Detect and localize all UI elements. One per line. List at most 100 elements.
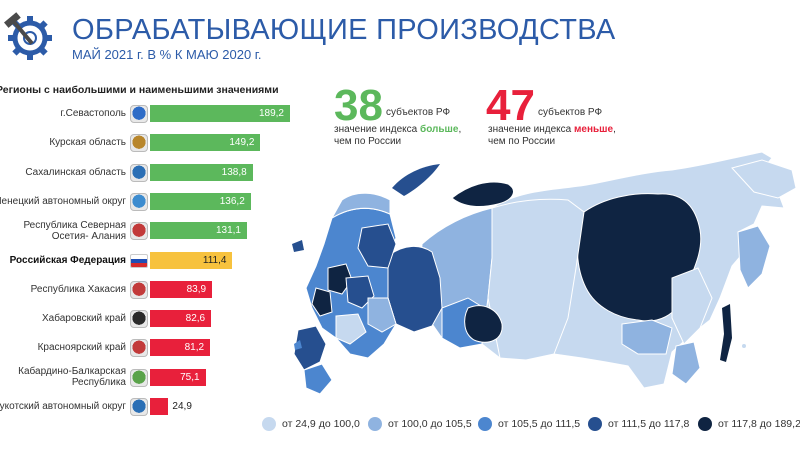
bar-label-line: г.Севастополь xyxy=(60,108,126,119)
map-region-komi xyxy=(357,223,397,269)
bar-value-label: 75,1 xyxy=(180,371,200,383)
bar-label: г.Севастополь xyxy=(60,108,126,119)
bar-value-label: 136,2 xyxy=(219,195,245,207)
bar xyxy=(150,251,233,269)
map-region-kaliningrad xyxy=(292,240,304,252)
bar-value-label: 81,2 xyxy=(184,342,205,354)
legend-item: от 105,5 до 111,5 xyxy=(478,417,580,431)
legend-label: от 24,9 до 100,0 xyxy=(282,418,360,430)
less-text-2: значение индекса меньше, xyxy=(488,124,616,136)
legend-item: от 100,0 до 105,5 xyxy=(368,417,472,431)
bar xyxy=(150,339,211,357)
bar-label-line: Красноярский край xyxy=(37,342,126,354)
map-region-caucasus xyxy=(303,363,333,395)
less-count: 47 xyxy=(486,81,535,130)
less-text-3: чем по России xyxy=(488,136,556,147)
less-text-1: субъектов РФ xyxy=(538,107,603,118)
bar-label: Российская Федерация xyxy=(10,255,126,266)
map-region-taimyr xyxy=(451,181,514,207)
region-emblem-icon xyxy=(130,280,148,299)
map-region-volga-1 xyxy=(367,297,397,333)
legend-swatch xyxy=(588,417,602,431)
map-region-kamchatka xyxy=(737,225,771,289)
bar-label-line: Хабаровский край xyxy=(41,313,126,325)
region-emblem-icon xyxy=(130,163,148,182)
map-region-west-siberia xyxy=(387,246,443,333)
map-region-volga-2 xyxy=(335,313,367,345)
map-legend: от 24,9 до 100,0 от 100,0 до 105,5 от 105,… xyxy=(262,417,800,441)
map-region-south xyxy=(293,325,327,371)
map-region-novaya-zemlya xyxy=(392,164,440,196)
bar xyxy=(150,192,251,210)
map-region-primorye xyxy=(671,341,701,385)
bar-value-label: 189,2 xyxy=(258,108,284,119)
bar-label-line: Сахалинская область xyxy=(25,166,126,178)
bar-value-label: 82,6 xyxy=(185,313,206,325)
region-emblem-icon xyxy=(130,368,148,387)
bar-value-label: 24,9 xyxy=(172,401,192,412)
bar xyxy=(150,222,247,240)
legend-swatch xyxy=(698,417,712,431)
bar-label-line: Ненецкий автономный округ xyxy=(0,195,126,207)
region-emblem-icon xyxy=(130,310,148,329)
map-region-crimea xyxy=(294,340,302,350)
region-emblem-icon xyxy=(130,134,148,153)
bar-label-line: Республика Северная xyxy=(23,219,126,231)
page-title: ОБРАБАТЫВАЮЩИЕ ПРОИЗВОДСТВА xyxy=(72,14,616,46)
region-emblem-icon xyxy=(130,339,148,358)
legend-item: от 117,8 до 189,2 xyxy=(698,417,800,431)
bar-label: Ненецкий автономный округ xyxy=(0,196,126,207)
bar-label-line: Республика Хакасия xyxy=(30,283,126,295)
more-count: 38 xyxy=(334,81,383,130)
legend-label: от 111,5 до 117,8 xyxy=(608,418,690,430)
bar xyxy=(150,310,212,328)
page-subtitle: МАЙ 2021 г. В % К МАЮ 2020 г. xyxy=(72,47,262,62)
legend-label: от 117,8 до 189,2 xyxy=(718,418,800,430)
region-emblem-icon xyxy=(130,192,148,211)
bar-label: Курская область xyxy=(49,137,126,148)
bar-label: Республика Северная Осетия- Алания xyxy=(23,220,126,242)
more-text-3: чем по России xyxy=(334,136,402,147)
legend-swatch xyxy=(478,417,492,431)
bar-value-label: 111,4 xyxy=(202,254,227,266)
russia-choropleth-map xyxy=(292,151,797,395)
bar-chart: г.Севастополь 189,2 Курская область 149,2 Са… xyxy=(0,100,300,422)
bar-value-label: 138,8 xyxy=(221,166,247,178)
bar xyxy=(150,368,206,386)
more-text-prefix: значение индекса xyxy=(334,124,421,135)
legend-label: от 105,5 до 111,5 xyxy=(498,418,581,430)
bar xyxy=(150,105,290,122)
more-text-2: значение индекса больше, xyxy=(334,124,461,136)
bar-value-label: 83,9 xyxy=(186,283,207,295)
less-text-prefix: значение индекса xyxy=(488,124,575,135)
region-emblem-icon xyxy=(130,105,148,123)
chart-title: Регионы с наибольшими и наименьшими знач… xyxy=(0,84,279,96)
legend-item: от 111,5 до 117,8 xyxy=(588,417,689,431)
map-region-sakhalin xyxy=(720,304,732,362)
more-text-suffix: , xyxy=(458,124,462,135)
bar-label-line: Курская область xyxy=(49,137,126,149)
bar-label-line: Республика xyxy=(71,377,126,389)
bar-label-line: Кабардино-Балкарская xyxy=(18,366,126,378)
map-region-kemerovo xyxy=(464,305,503,343)
bar-label: Чукотский автономный округ xyxy=(0,401,126,412)
map-region-khabarovsk xyxy=(671,267,713,345)
bar-label: Республика Хакасия xyxy=(31,284,126,295)
industry-gear-icon xyxy=(4,12,52,60)
bar xyxy=(150,398,169,415)
legend-swatch xyxy=(368,417,382,431)
bar xyxy=(150,163,253,181)
bar xyxy=(150,134,261,152)
legend-item: от 24,9 до 100,0 xyxy=(262,417,360,431)
legend-label: от 100,0 до 105,5 xyxy=(388,418,472,430)
region-emblem-icon xyxy=(130,253,148,268)
bar-label-line: Российская Федерация xyxy=(9,254,126,266)
bar-label: Кабардино-Балкарская Республика xyxy=(18,366,126,388)
bar xyxy=(150,280,213,298)
legend-swatch xyxy=(262,417,276,431)
bar-value-label: 131,1 xyxy=(215,225,241,237)
map-island-2 xyxy=(742,344,746,348)
map-island-1 xyxy=(759,175,765,181)
map-region-amur xyxy=(621,319,673,355)
map-region-krasnoyarsk xyxy=(487,198,585,361)
